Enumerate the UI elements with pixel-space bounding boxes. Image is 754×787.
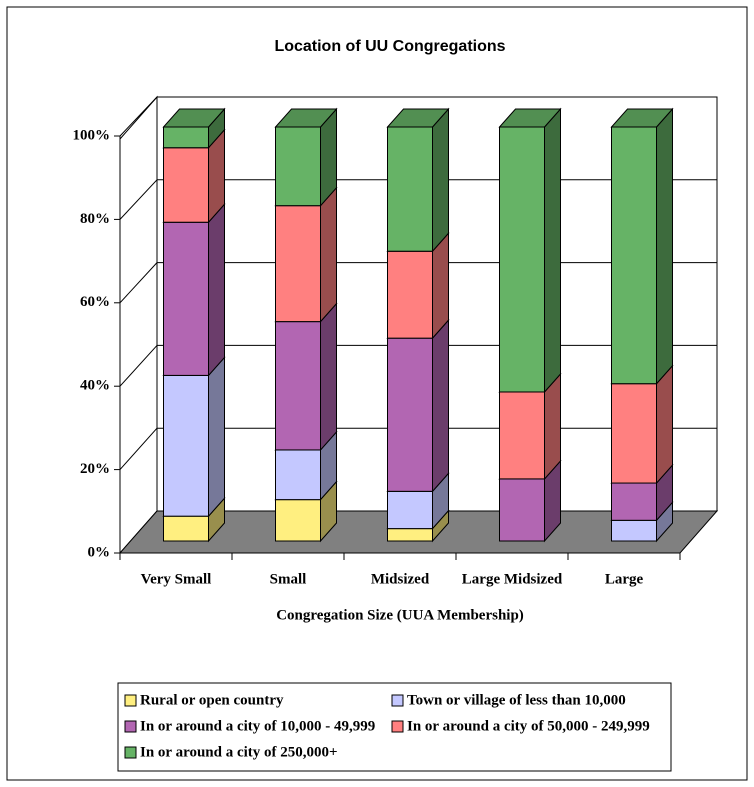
x-tick-label: Midsized (371, 571, 430, 587)
bar-segment (163, 147, 209, 223)
bar-segment (611, 482, 657, 521)
bar-segment (387, 126, 433, 252)
bar-segment (163, 126, 209, 149)
bar-top (274, 108, 338, 128)
grid-line (119, 345, 158, 387)
bar-side (208, 202, 225, 377)
legend-label: In or around a city of 250,000+ (140, 744, 338, 760)
bar-segment (275, 126, 321, 207)
bar-segment (387, 490, 433, 530)
bar-side (208, 356, 225, 518)
bar-side (320, 186, 337, 323)
grid-line (119, 179, 158, 220)
bar-segment (163, 374, 209, 517)
side-wall (119, 95, 158, 555)
bar-segment (611, 383, 657, 484)
legend-label: In or around a city of 10,000 - 49,999 (140, 718, 375, 734)
bar-side (432, 318, 449, 493)
bar-side (544, 107, 561, 394)
legend-label: Rural or open country (140, 692, 284, 708)
bar-side (432, 107, 449, 253)
grid-line (119, 427, 158, 470)
bar-top (162, 108, 226, 128)
bar-side (656, 107, 673, 385)
legend-label: Town or village of less than 10,000 (407, 692, 626, 708)
bar-segment (275, 205, 321, 323)
bar-segment (387, 337, 433, 492)
y-tick-label: 80% (80, 211, 110, 227)
bar-segment (275, 449, 321, 501)
bar-side (656, 364, 673, 485)
grid-line (119, 262, 158, 304)
bar-segment (275, 321, 321, 451)
legend-swatch (124, 746, 137, 759)
bar-segment (499, 478, 545, 542)
legend-label: In or around a city of 50,000 - 249,999 (407, 718, 650, 734)
x-tick-label: Very Small (141, 571, 212, 587)
y-tick-label: 20% (80, 461, 110, 477)
x-tick-label: Small (270, 571, 307, 587)
bar-segment (275, 499, 321, 542)
grid-line (119, 96, 158, 137)
x-tick-label: Large (605, 571, 644, 587)
bar-top (386, 108, 450, 128)
legend-swatch (391, 694, 404, 707)
y-tick-label: 100% (73, 127, 111, 143)
bar-top (610, 108, 674, 128)
y-tick-label: 60% (80, 294, 110, 310)
y-tick-label: 40% (80, 378, 110, 394)
bar-segment (499, 126, 545, 393)
legend-swatch (124, 694, 137, 707)
legend-swatch (124, 720, 137, 733)
bar-segment (163, 221, 209, 376)
bar-segment (387, 250, 433, 339)
chart-title: Location of UU Congregations (274, 38, 505, 55)
y-tick-label: 0% (88, 544, 111, 560)
bar-segment (163, 515, 209, 542)
x-axis-label: Congregation Size (UUA Membership) (276, 607, 524, 623)
bar-segment (499, 391, 545, 480)
bar-top (498, 108, 562, 128)
legend-swatch (391, 720, 404, 733)
bar-segment (611, 126, 657, 385)
bar-segment (387, 528, 433, 542)
x-tick-label: Large Midsized (462, 571, 563, 587)
bar-side (320, 302, 337, 452)
bar-segment (611, 519, 657, 542)
